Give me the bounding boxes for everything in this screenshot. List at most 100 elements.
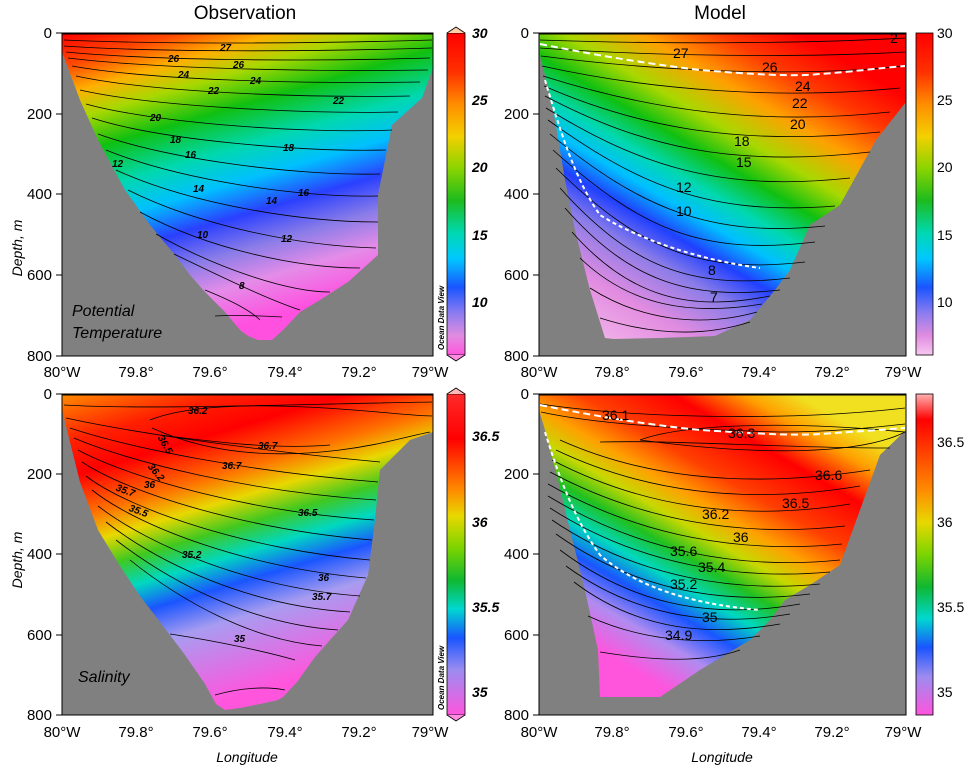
- y-tick: 800: [27, 348, 52, 365]
- x-tick: 80°W: [521, 364, 559, 381]
- x-axis-top-row: 80°W 79.8° 79.6° 79.4° 79.2° 79°W 80°W 7…: [44, 364, 923, 381]
- contour-label: 20: [149, 113, 162, 124]
- model-temp-dashed-lower: [544, 79, 761, 269]
- x-tick: 79.2°: [814, 364, 849, 381]
- contour-label: 35.2: [670, 576, 697, 592]
- y-tick: 600: [27, 627, 52, 644]
- colorbar-sal-obs: 36.5 36 35.5 35 Ocean Data View: [437, 387, 499, 722]
- colorbar-tick: 36.5: [937, 434, 964, 450]
- y-tick: 800: [27, 707, 52, 724]
- model-temp-contour-labels: 27 26 24 22 20 18 15 12 10 8 7 2: [673, 30, 898, 305]
- title-model: Model: [694, 3, 746, 24]
- title-observation: Observation: [193, 3, 297, 24]
- y-tick: 600: [504, 267, 529, 284]
- contour-label: 35: [702, 609, 718, 625]
- x-tick: 79.6°: [192, 724, 227, 741]
- model-sal-contours: [539, 403, 907, 660]
- colorbar-tick: 35.5: [937, 599, 964, 615]
- contour-label: 18: [734, 133, 750, 149]
- panel-obs-salinity: 36.2 36.5 36.7 36.7 36.2 36 35.7 35.5 36…: [61, 393, 434, 716]
- x-tick: 80°W: [521, 724, 559, 741]
- y-tick: 0: [521, 386, 529, 403]
- contour-label: 22: [332, 96, 345, 107]
- contour-label: 20: [790, 116, 806, 132]
- y-tick: 600: [504, 627, 529, 644]
- contour-label: 27: [673, 45, 689, 61]
- contour-label: 36.1: [602, 407, 629, 423]
- contour-label: 14: [266, 196, 278, 207]
- contour-label: 12: [112, 159, 124, 170]
- contour-label: 36: [144, 480, 156, 491]
- contour-label: 36.7: [258, 441, 278, 452]
- contour-label: 36.2: [188, 406, 208, 417]
- contour-label: 7: [710, 289, 718, 305]
- obs-temp-contour-labels: 27 26 26 24 24 22 22 20 18 16 18 12 14 1…: [112, 43, 345, 292]
- y-tick: 0: [521, 25, 529, 42]
- colorbar-tick: 35: [472, 684, 488, 700]
- contour-label: 34.9: [665, 627, 692, 643]
- colorbar-tick: 20: [937, 159, 953, 175]
- contour-label: 8: [239, 281, 245, 292]
- y-tick: 400: [504, 186, 529, 203]
- obs-sal-contours: [63, 401, 433, 696]
- colorbar-tick: 25: [471, 92, 488, 108]
- obs-temp-contours: [63, 39, 433, 321]
- contour-label: 8: [708, 262, 716, 278]
- contour-label: 24: [795, 78, 811, 94]
- y-tick: 600: [27, 267, 52, 284]
- contour-label: 10: [197, 230, 209, 241]
- contour-label: 16: [298, 188, 310, 199]
- panel-model-salinity: 36.1 36.3 36.6 36.5 36.2 36 35.6 35.4 35…: [538, 393, 907, 716]
- y-tick: 0: [44, 386, 52, 403]
- contour-label: 26: [762, 59, 778, 75]
- panel-obs-temperature: 27 26 26 24 24 22 22 20 18 16 18 12 14 1…: [61, 32, 434, 357]
- model-temp-dashed-upper: [539, 43, 906, 77]
- x-tick: 80°W: [44, 364, 82, 381]
- model-temp-field: [539, 33, 906, 339]
- x-tick: 79°W: [885, 724, 923, 741]
- contour-label: 12: [676, 179, 692, 195]
- panel-model-temperature: 27 26 24 22 20 18 15 12 10 8 7 2: [538, 30, 907, 357]
- x-tick: 79.4°: [267, 724, 302, 741]
- contour-label: 16: [185, 150, 197, 161]
- contour-label: 35.2: [182, 550, 202, 561]
- y-axis-right: 0 200 400 600 800 0 200 400 600 800: [504, 25, 529, 724]
- panel-label-salinity: Salinity: [78, 669, 131, 686]
- contour-label: 24: [177, 70, 190, 81]
- model-sal-field: [539, 394, 906, 697]
- x-tick: 79.2°: [341, 724, 376, 741]
- contour-label: 10: [676, 203, 692, 219]
- x-tick: 79.8°: [594, 364, 629, 381]
- x-tick: 79°W: [412, 364, 450, 381]
- y-tick: 400: [27, 546, 52, 563]
- odv-watermark: Ocean Data View: [437, 645, 446, 710]
- model-sal-dashed-lower: [544, 431, 761, 611]
- colorbar-sal-model: 36.5 36 35.5 35: [915, 393, 964, 716]
- tick-marks: [56, 32, 539, 716]
- contour-label: 36.6: [815, 467, 842, 483]
- x-tick: 79.4°: [741, 724, 776, 741]
- odv-watermark: Ocean Data View: [437, 285, 446, 350]
- colorbar-tick: 15: [937, 227, 953, 243]
- contour-label: 36.5: [782, 495, 809, 511]
- y-tick: 400: [27, 186, 52, 203]
- contour-label: 36: [318, 573, 330, 584]
- obs-sal-field: [62, 394, 433, 710]
- x-tick: 79.2°: [814, 724, 849, 741]
- x-tick: 79°W: [885, 364, 923, 381]
- y-axis-title: Depth, m: [9, 531, 25, 588]
- panel-label-line1: Potential: [72, 303, 135, 320]
- x-axis-title: Longitude: [691, 749, 753, 765]
- panel-label-line2: Temperature: [72, 325, 162, 342]
- y-tick: 400: [504, 546, 529, 563]
- y-axis-title: Depth, m: [9, 219, 25, 276]
- x-tick: 79.6°: [192, 364, 227, 381]
- x-tick: 79.2°: [341, 364, 376, 381]
- x-tick: 79.8°: [594, 724, 629, 741]
- colorbar-tick: 20: [471, 159, 488, 175]
- contour-label: 2: [890, 30, 898, 46]
- contour-label: 26: [167, 54, 180, 65]
- contour-label: 36: [733, 529, 749, 545]
- colorbar-tick: 36: [937, 514, 953, 530]
